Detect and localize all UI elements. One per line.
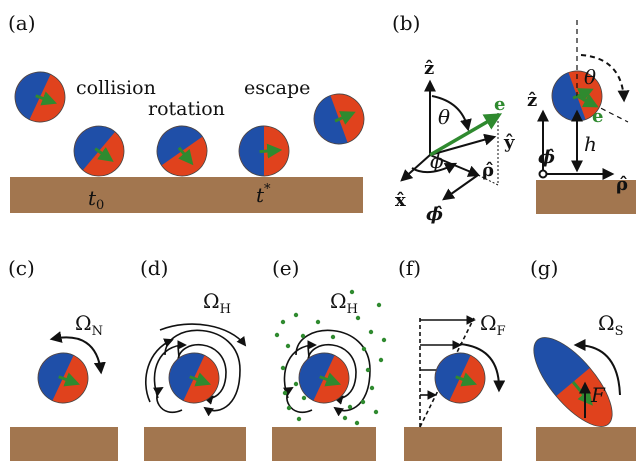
ground-b [536,180,636,214]
theta-label: θ [438,105,450,129]
x-label: x̂ [395,190,406,211]
omega-s-label: ΩS [598,311,624,339]
panel-f: (f) ΩF [398,256,506,461]
flow-streamlines-d [145,323,247,417]
escape-label: escape [244,77,310,99]
e-label: e [494,94,505,115]
panel-d: (d) ΩH [140,256,247,461]
t0-label: t0 [88,186,104,213]
rotation-arrow-f [459,343,506,393]
collision-label: collision [76,77,156,99]
panel-c: (c) ΩN [8,256,118,461]
coordinate-frame [400,79,499,201]
rotation-label: rotation [148,98,225,120]
omega-h-label-d: ΩH [203,289,231,317]
panel-a: (a) collision rotation escape t0 t* [8,11,374,213]
phi-hat-label: ϕ̂ [426,204,443,225]
h-label: h [584,132,597,156]
particle-a5 [304,84,374,154]
panel-e: (e) ΩH [272,256,387,461]
x-axis [400,154,431,182]
ground-g [536,427,636,461]
tstar-label: t* [256,182,271,207]
z-label: ẑ [424,58,434,79]
ground-a [10,177,363,213]
phi-arc [411,162,458,174]
e-vector [429,113,503,157]
force-label: F [590,383,606,407]
e-vector-b [576,93,599,108]
panel-f-label: (f) [398,256,421,280]
particle-a3 [150,119,214,183]
phi-hat-vector [442,174,479,201]
omega-h-label-e: ΩH [330,289,358,317]
panel-b-label: (b) [392,11,420,35]
panel-c-label: (c) [8,256,35,280]
panel-b: (b) ẑ ŷ x̂ ρ̂ ϕ̂ e θ ϕ [392,11,636,225]
panel-g: (g) F ΩS [530,256,636,461]
shear-flow-profile [419,315,476,428]
panel-a-label: (a) [8,11,36,35]
y-axis [429,133,497,156]
panel-e-label: (e) [272,256,299,280]
y-label: ŷ [503,132,515,153]
rho-label: ρ̂ [482,160,494,181]
rotation-arrow-g [573,339,621,396]
phi-hat-label-b: ϕ̂ [538,147,555,168]
particle-c [34,349,92,407]
rotation-arrow-c [49,331,106,375]
ground-c [10,427,118,461]
particle-f [431,349,489,407]
theta-label-b: θ [584,65,596,89]
e-label-b: e [592,106,603,127]
omega-f-label: ΩF [480,311,506,339]
phi-out-of-plane-marker [538,169,548,179]
phi-label: ϕ [430,149,444,173]
omega-n-label: ΩN [75,311,103,339]
ground-f [404,427,502,461]
particle-a4 [229,116,299,186]
z-label-b: ẑ [527,90,537,111]
panel-d-label: (d) [140,256,168,280]
ground-d [144,427,246,461]
colloid-dots [274,289,387,426]
particle-a2 [72,124,126,178]
panel-g-label: (g) [530,256,558,280]
particle-a1 [11,68,69,126]
rho-label-b: ρ̂ [616,174,628,195]
ground-e [272,427,376,461]
ellipsoid-particle [533,337,613,427]
particle-d [165,349,223,407]
theta-arc [431,95,472,132]
